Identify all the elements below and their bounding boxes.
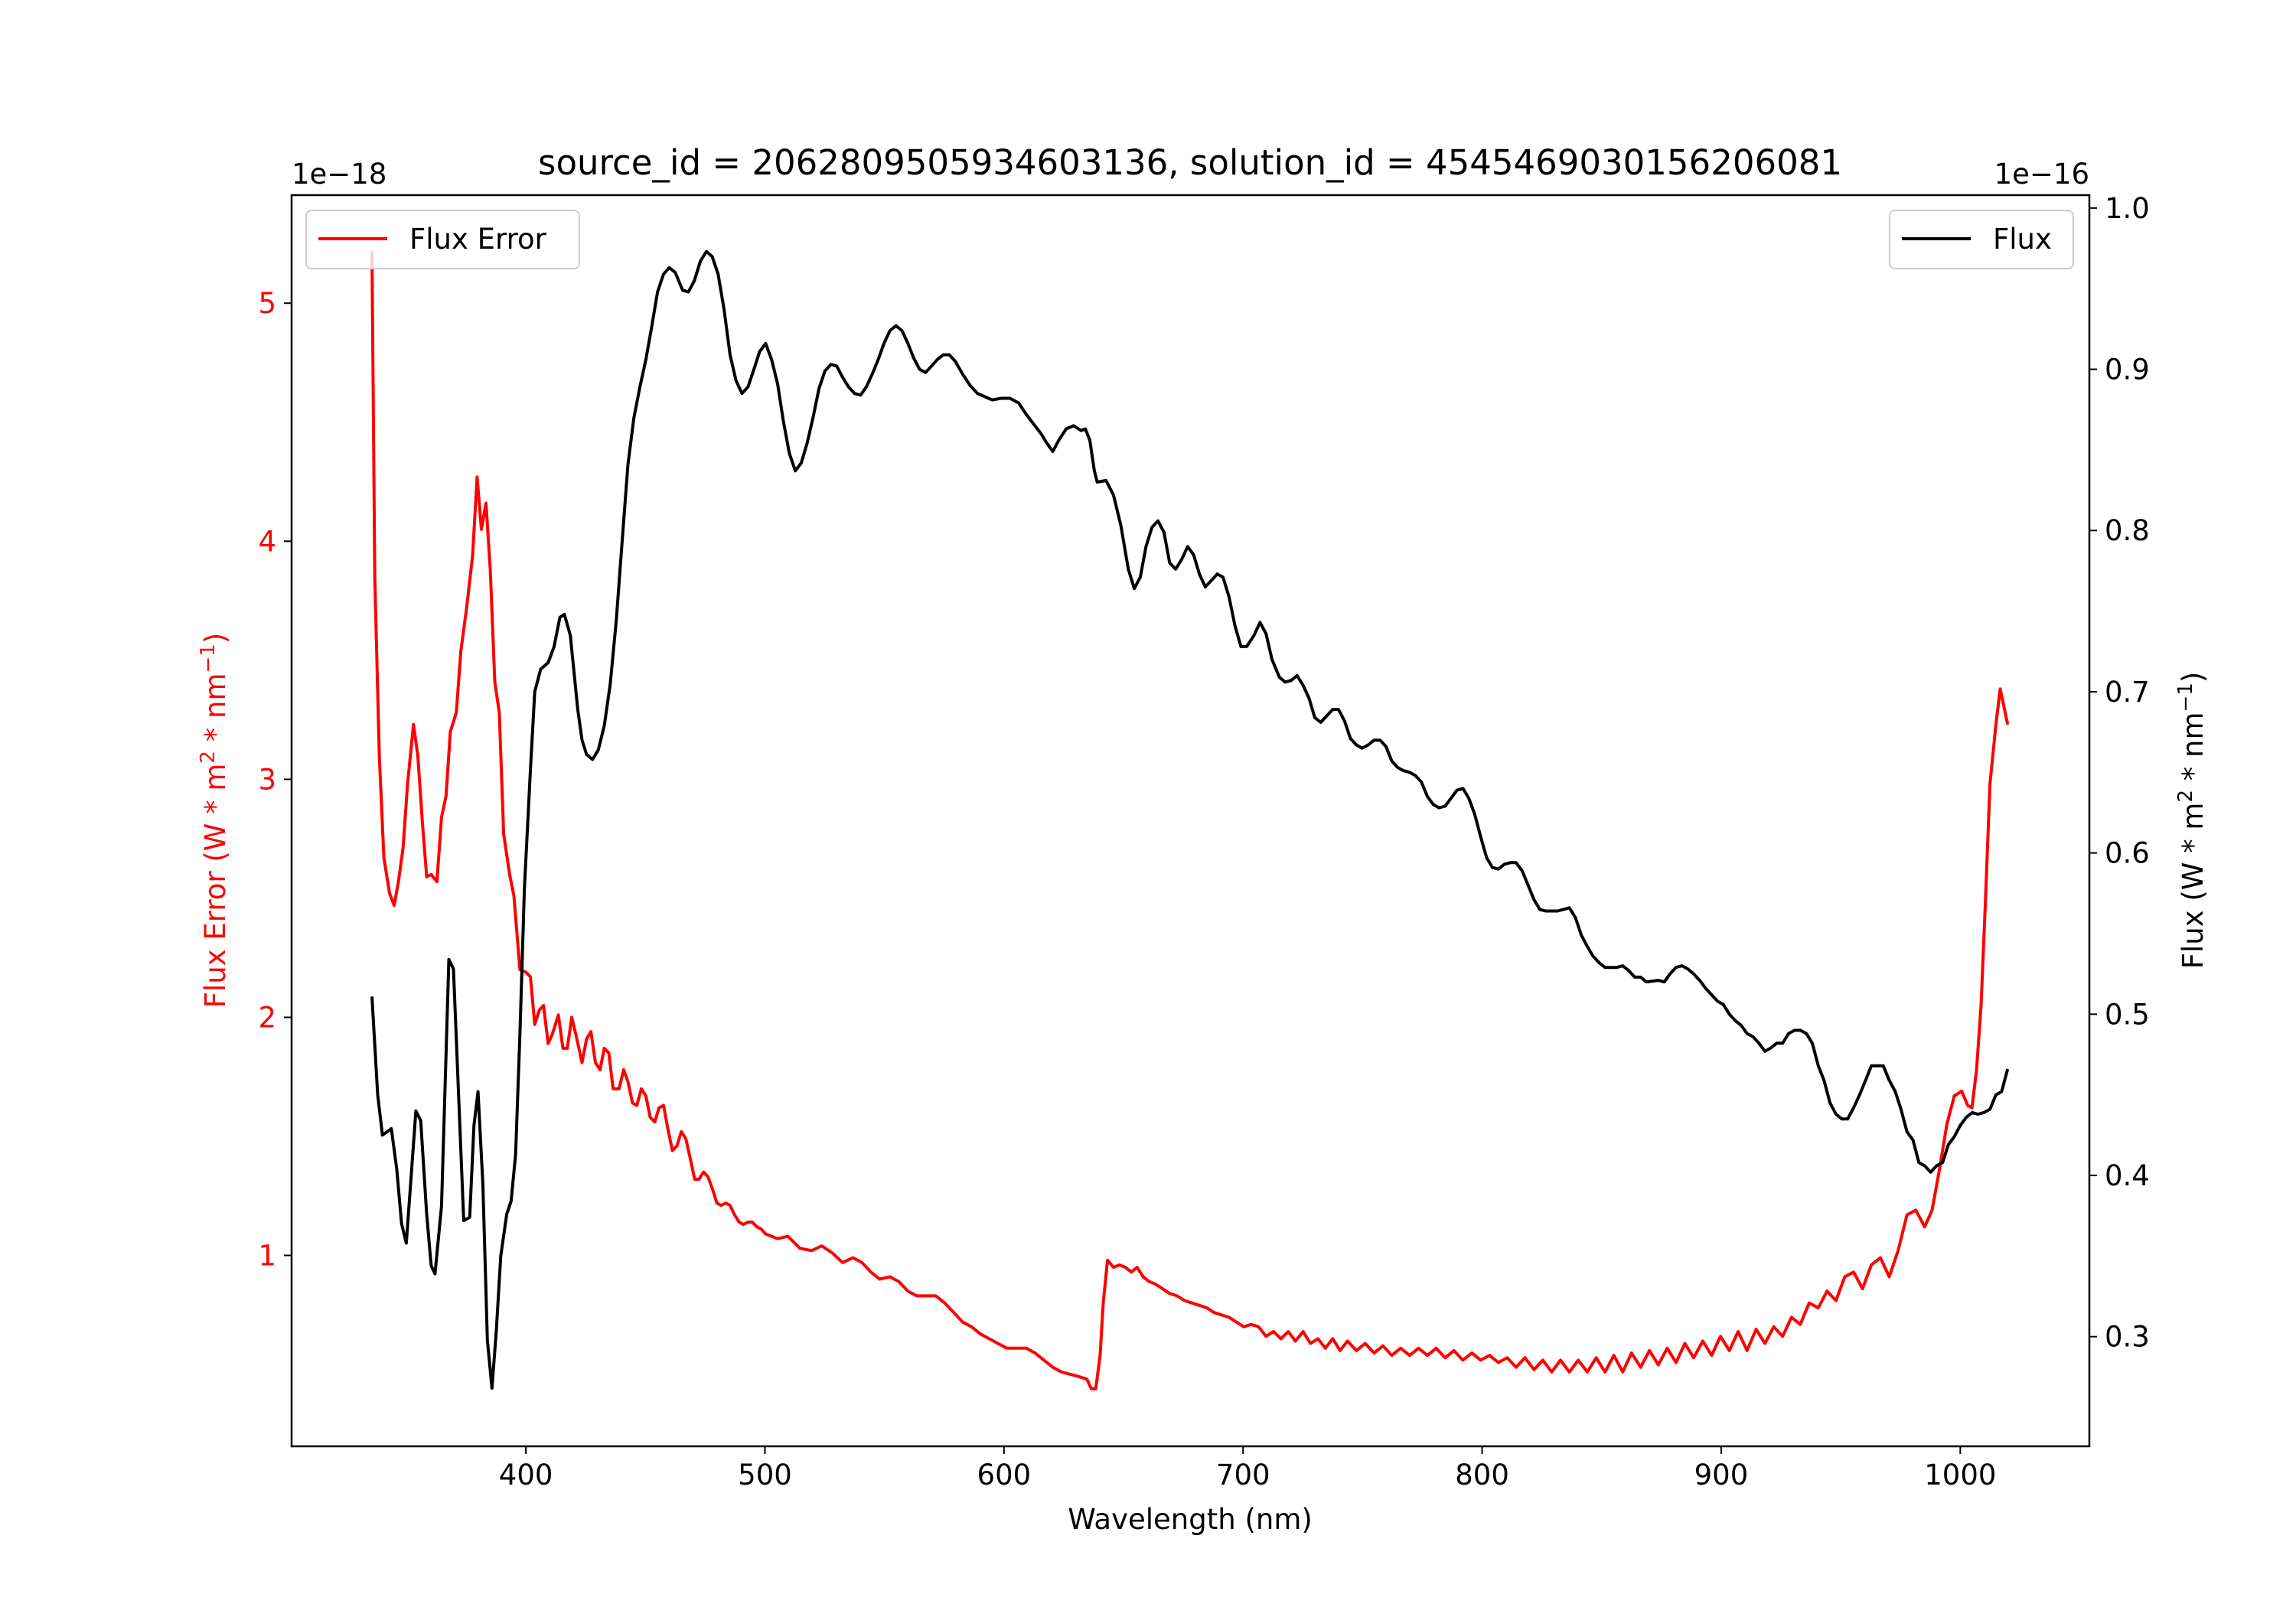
axis-ticks: 400 500 600 700 800 900 1000 1 2 3 4 5 0.3 0.4 0.5 0.6 0… [258,192,2149,1491]
x-axis-label: Wavelength (nm) [1068,1503,1313,1536]
right-y-tick-label: 1.0 [2105,192,2150,225]
x-tick-label: 400 [499,1459,553,1491]
plot-area [370,249,2010,1390]
right-y-tick-label: 0.6 [2105,837,2150,870]
legend-box [1889,210,2074,269]
right-y-tick-label: 0.4 [2105,1159,2150,1192]
left-label-sup-2: 2 [197,751,220,764]
legend-flux: Flux [1889,210,2074,269]
left-y-tick-label: 5 [258,287,276,320]
x-tick-label: 600 [977,1459,1032,1491]
left-axis-offset-text: 1e−18 [292,158,386,191]
legend-box [305,210,580,269]
axes-frame [290,194,2091,1448]
left-y-tick-label: 2 [258,1001,276,1034]
right-label-sup-2: 2 [2174,790,2197,803]
left-axis-label: Flux Error (W * m2 * nm−1) [197,633,232,1009]
series-line-flux [370,249,2010,1390]
right-y-tick-label: 0.3 [2105,1321,2150,1354]
right-axis-offset-text: 1e−16 [1994,158,2089,191]
right-label-close: ) [2177,672,2210,683]
left-y-tick-label: 4 [258,525,276,558]
legend-flux-error: Flux Error [305,210,580,269]
x-tick-label: 900 [1694,1459,1749,1491]
left-y-tick-label: 3 [258,763,276,796]
left-label-text: Flux Error (W * m [199,764,232,1009]
x-tick-label: 1000 [1924,1459,1996,1491]
right-y-tick-label: 0.7 [2105,676,2150,709]
right-axis-label: Flux (W * m2 * nm−1) [2174,672,2210,970]
x-tick-label: 800 [1455,1459,1509,1491]
right-y-tick-label: 0.9 [2105,354,2150,386]
right-y-tick-label: 0.5 [2105,998,2150,1031]
legend-label-flux-error: Flux Error [409,223,547,256]
right-label-sup-minus1: −1 [2174,683,2197,712]
left-y-tick-label: 1 [258,1240,276,1273]
x-tick-label: 500 [738,1459,792,1491]
left-label-text-nm: * nm [199,673,232,751]
left-label-close: ) [199,633,232,644]
legend-label-flux: Flux [1993,223,2052,256]
left-label-sup-minus1: −1 [197,644,220,673]
right-label-text: Flux (W * m [2177,803,2210,970]
right-y-tick-label: 0.8 [2105,514,2150,547]
x-tick-label: 700 [1216,1459,1270,1491]
series-line-flux-error [370,250,2010,1390]
right-label-text-nm: * nm [2177,712,2210,790]
chart-title: source_id = 2062809505934603136, solutio… [538,142,1842,183]
